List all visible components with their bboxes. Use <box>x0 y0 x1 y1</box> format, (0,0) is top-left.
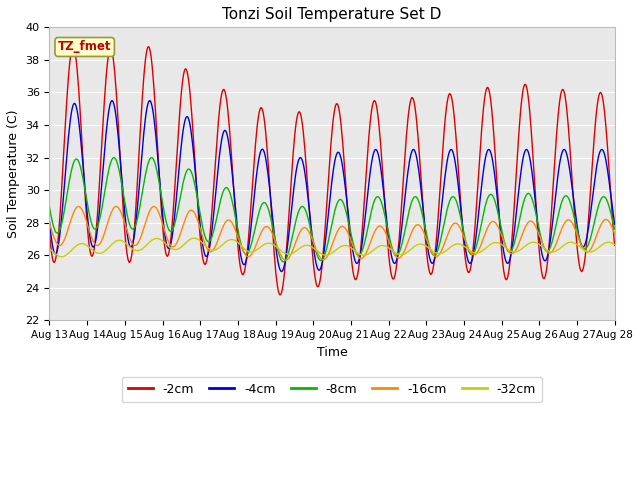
-32cm <box>611 241 618 247</box>
-8cm <box>56 228 63 233</box>
-4cm <box>403 182 410 188</box>
-4cm <box>45 218 53 224</box>
-8cm <box>611 226 618 232</box>
-4cm <box>202 253 210 259</box>
-8cm <box>45 204 53 210</box>
-16cm <box>56 242 63 248</box>
-32cm <box>56 253 63 259</box>
-32cm <box>58 254 66 260</box>
-8cm <box>172 216 180 222</box>
-32cm <box>203 244 211 250</box>
Text: TZ_fmet: TZ_fmet <box>58 40 111 53</box>
-8cm <box>110 155 118 160</box>
Title: Tonzi Soil Temperature Set D: Tonzi Soil Temperature Set D <box>222 7 442 22</box>
Line: -4cm: -4cm <box>49 101 614 272</box>
-4cm <box>278 269 285 275</box>
-4cm <box>56 233 63 239</box>
-32cm <box>419 241 427 247</box>
-2cm <box>172 166 180 171</box>
-32cm <box>45 246 53 252</box>
Y-axis label: Soil Temperature (C): Soil Temperature (C) <box>7 109 20 238</box>
Line: -2cm: -2cm <box>49 47 614 295</box>
-8cm <box>403 221 410 227</box>
-16cm <box>115 205 122 211</box>
-32cm <box>172 247 180 252</box>
-8cm <box>280 259 287 264</box>
-16cm <box>419 228 427 233</box>
-16cm <box>45 221 53 227</box>
-2cm <box>56 217 63 223</box>
-4cm <box>611 222 618 228</box>
Line: -16cm: -16cm <box>49 206 614 260</box>
Line: -8cm: -8cm <box>49 157 614 262</box>
-32cm <box>115 238 122 243</box>
-16cm <box>403 243 410 249</box>
-2cm <box>69 44 77 49</box>
-16cm <box>282 257 290 263</box>
-2cm <box>419 202 427 208</box>
-8cm <box>202 236 210 242</box>
-2cm <box>403 134 410 140</box>
-16cm <box>75 204 83 209</box>
-4cm <box>115 138 122 144</box>
Line: -32cm: -32cm <box>49 238 614 257</box>
-16cm <box>611 231 618 237</box>
-32cm <box>190 235 198 241</box>
-4cm <box>109 98 116 104</box>
-16cm <box>202 243 210 249</box>
-2cm <box>115 128 122 133</box>
Legend: -2cm, -4cm, -8cm, -16cm, -32cm: -2cm, -4cm, -8cm, -16cm, -32cm <box>122 377 543 402</box>
-4cm <box>419 204 427 209</box>
-8cm <box>115 165 122 171</box>
-2cm <box>202 261 210 266</box>
-16cm <box>172 241 180 247</box>
X-axis label: Time: Time <box>317 346 348 359</box>
-8cm <box>419 214 427 220</box>
-2cm <box>276 292 284 298</box>
-4cm <box>172 199 180 205</box>
-32cm <box>403 250 410 256</box>
-2cm <box>611 242 618 248</box>
-2cm <box>45 229 53 235</box>
